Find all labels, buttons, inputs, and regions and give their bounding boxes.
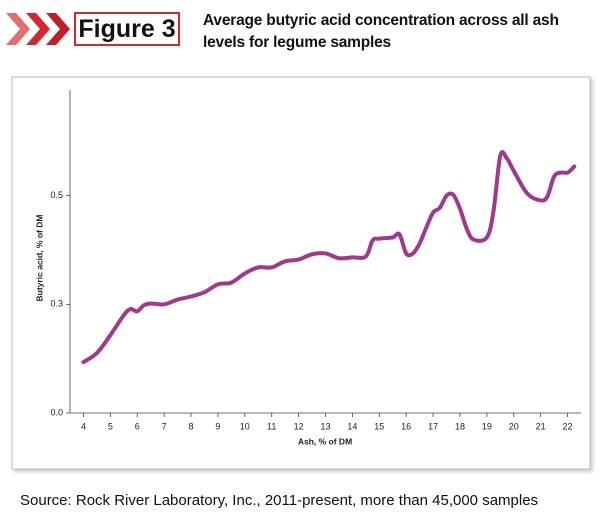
y-axis-label: Butyric acid, % of DM bbox=[34, 215, 44, 302]
chart-title: Average butyric acid concentration acros… bbox=[203, 12, 559, 51]
x-tick-label: 4 bbox=[81, 421, 86, 431]
x-tick-label: 11 bbox=[267, 421, 276, 431]
x-tick-label: 14 bbox=[347, 421, 357, 431]
x-tick-label: 16 bbox=[401, 421, 411, 431]
x-tick-label: 15 bbox=[374, 421, 384, 431]
data-line bbox=[81, 150, 577, 365]
chevron bbox=[6, 13, 30, 45]
x-tick-label: 8 bbox=[189, 421, 194, 431]
x-tick-label: 5 bbox=[108, 421, 113, 431]
x-axis-label: Ash, % of DM bbox=[298, 436, 352, 446]
figure-label: Figure 3 bbox=[74, 12, 180, 46]
y-tick-label: 0.5 bbox=[50, 190, 63, 200]
chevron bbox=[46, 13, 70, 45]
source-note: Source: Rock River Laboratory, Inc., 201… bbox=[20, 492, 539, 509]
x-tick-label: 20 bbox=[509, 421, 519, 431]
chevron bbox=[26, 13, 50, 45]
chevrons bbox=[6, 13, 70, 45]
x-tick-label: 18 bbox=[455, 421, 465, 431]
x-tick-label: 10 bbox=[240, 421, 250, 431]
x-tick-label: 12 bbox=[294, 421, 304, 431]
x-tick-label: 6 bbox=[135, 421, 140, 431]
y-tick-label: 0.3 bbox=[50, 299, 63, 309]
chart: Butyric acid, % of DM Ash, % of DM 0.0 0.… bbox=[11, 76, 591, 470]
x-tick-label: 19 bbox=[482, 421, 492, 431]
x-tick-label: 21 bbox=[536, 421, 546, 431]
x-tick-label: 17 bbox=[428, 421, 438, 431]
x-tick-label: 7 bbox=[162, 421, 167, 431]
x-tick-label: 9 bbox=[215, 421, 220, 431]
y-tick-label: 0.0 bbox=[50, 407, 63, 417]
x-tick-label: 22 bbox=[563, 421, 573, 431]
x-tick-label: 13 bbox=[320, 421, 330, 431]
chart-panel bbox=[11, 76, 591, 470]
